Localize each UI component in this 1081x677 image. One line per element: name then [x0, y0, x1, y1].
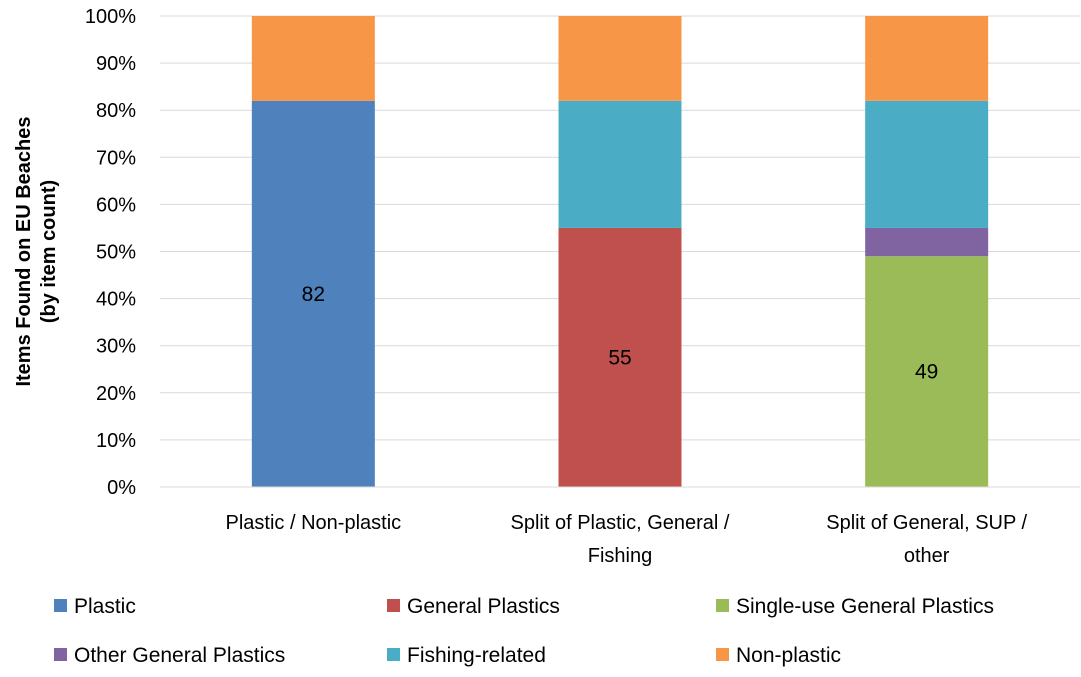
bar-segment	[865, 16, 989, 101]
y-axis-label-line: (by item count)	[38, 180, 60, 323]
x-category-label: Plastic / Non-plastic	[226, 512, 402, 534]
x-category-label-line: Split of Plastic, General /	[511, 512, 730, 534]
y-tick-label: 40%	[96, 289, 136, 311]
y-axis-ticks: 0% 10% 20% 30% 40% 50% 60% 70% 80% 90% 100%	[85, 6, 136, 499]
y-tick-label: 60%	[96, 194, 136, 216]
legend-item: Non-plastic	[716, 644, 841, 667]
legend-item: Fishing-related	[387, 644, 546, 667]
y-tick-label: 0%	[107, 477, 136, 499]
legend-item: General Plastics	[387, 595, 560, 618]
data-label: 49	[915, 361, 938, 384]
bar-segment	[251, 100, 375, 487]
bar-segment	[558, 227, 682, 487]
legend-label: General Plastics	[407, 595, 560, 618]
bar-segment	[558, 100, 682, 228]
bar-segment	[251, 16, 375, 101]
legend-item: Single-use General Plastics	[716, 595, 994, 618]
legend-label: Fishing-related	[407, 644, 546, 667]
y-tick-label: 50%	[96, 242, 136, 264]
data-label: 55	[608, 346, 631, 369]
data-label: 82	[302, 283, 325, 306]
legend-label: Other General Plastics	[74, 644, 285, 667]
y-tick-label: 30%	[96, 336, 136, 358]
legend-swatch	[387, 599, 400, 612]
bar-segment	[865, 256, 989, 487]
x-axis-categories: Plastic / Non-plastic Split of Plastic, G…	[226, 512, 1028, 567]
legend-swatch	[54, 648, 67, 661]
legend-label: Non-plastic	[736, 644, 841, 667]
bar-segment	[865, 227, 989, 257]
legend-swatch	[716, 648, 729, 661]
legend-swatch	[54, 599, 67, 612]
legend-swatch	[387, 648, 400, 661]
bar-segment	[865, 100, 989, 228]
legend-label: Plastic	[74, 595, 136, 618]
y-tick-label: 70%	[96, 147, 136, 169]
x-category-label-line: Split of General, SUP /	[826, 512, 1027, 534]
y-axis-label: Items Found on EU Beaches (by item count)	[13, 116, 60, 386]
y-tick-label: 20%	[96, 383, 136, 405]
x-category-label-line: Fishing	[588, 545, 652, 567]
legend-item: Plastic	[54, 595, 136, 618]
y-tick-label: 10%	[96, 430, 136, 452]
x-category-label-line: Plastic / Non-plastic	[226, 512, 402, 534]
bar-segment	[558, 16, 682, 101]
y-tick-label: 90%	[96, 53, 136, 75]
legend-item: Other General Plastics	[54, 644, 285, 667]
x-category-label-line: other	[904, 545, 950, 567]
legend-label: Single-use General Plastics	[736, 595, 994, 618]
y-tick-label: 100%	[85, 6, 136, 28]
bars: 82 55 49	[251, 16, 989, 487]
x-category-label: Split of General, SUP / other	[826, 512, 1027, 567]
legend: Plastic General Plastics Single-use Genera…	[54, 595, 994, 667]
x-category-label: Split of Plastic, General / Fishing	[511, 512, 730, 567]
legend-swatch	[716, 599, 729, 612]
y-tick-label: 80%	[96, 100, 136, 122]
y-axis-label-line: Items Found on EU Beaches	[13, 116, 35, 386]
